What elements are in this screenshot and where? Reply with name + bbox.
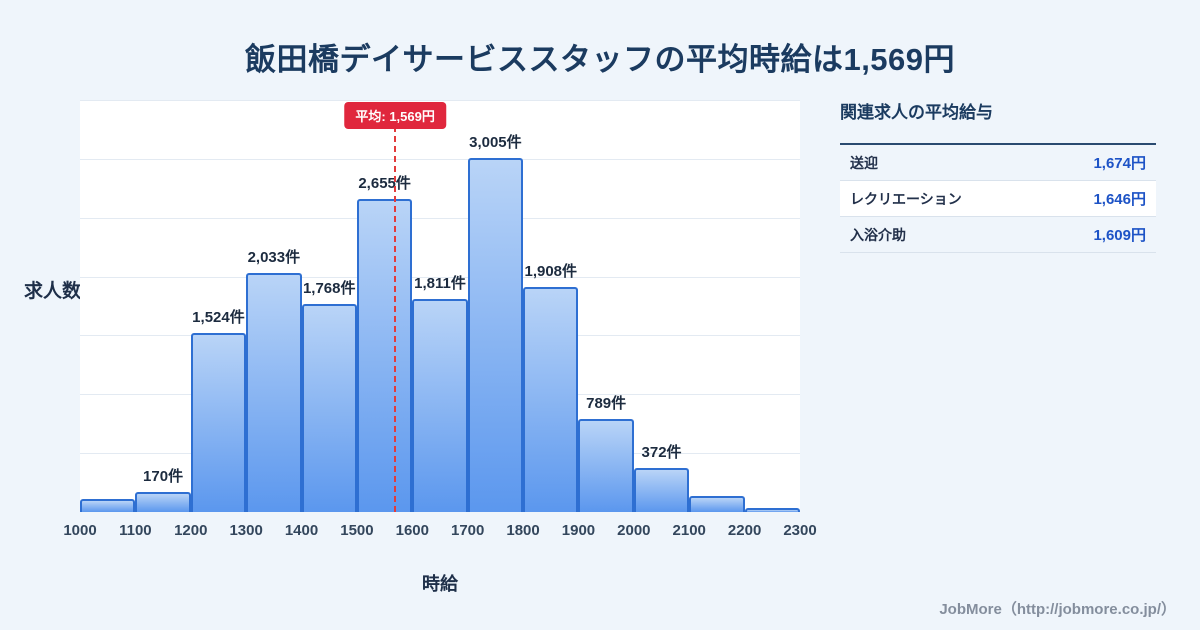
histogram-bar <box>190 332 247 512</box>
x-tick-label: 1300 <box>229 522 263 539</box>
bar-value-label: 170件 <box>143 468 184 485</box>
histogram-bar <box>356 199 413 512</box>
histogram-bar <box>578 419 634 512</box>
side-panel-heading: 関連求人の平均給与 <box>840 103 993 122</box>
x-axis-label: 時給 <box>422 574 458 594</box>
histogram-plot-area: 170件 1,524件 2,033件 1,768件 2,655件 1,811件 3,005件… <box>80 100 800 512</box>
bar-value-label: 2,655件 <box>358 175 411 193</box>
related-job-label: レクリエーション <box>850 190 962 207</box>
x-tick-label: 1600 <box>395 522 429 539</box>
related-job-row: 入浴介助 1,609円 <box>840 217 1156 253</box>
histogram-bar <box>689 495 745 512</box>
page-title: 飯田橋デイサービススタッフの平均時給は1,569円 <box>244 42 956 77</box>
x-tick-label: 2100 <box>672 522 706 539</box>
related-jobs-table: 送迎 1,674円レクリエーション 1,646円入浴介助 1,609円 <box>840 143 1156 253</box>
x-tick-label: 1700 <box>451 522 485 539</box>
bar-value-label: 2,033件 <box>247 248 301 266</box>
bar-value-label: 1,768件 <box>302 279 356 297</box>
histogram-bar <box>467 158 524 512</box>
histogram-bar <box>744 508 800 512</box>
gridline <box>80 217 800 219</box>
gridline <box>80 276 800 278</box>
average-badge: 平均: 1,569円 <box>344 102 446 129</box>
histogram-bar <box>301 303 357 512</box>
related-job-row: レクリエーション 1,646円 <box>840 181 1156 217</box>
related-job-row: 送迎 1,674円 <box>840 145 1156 181</box>
x-tick-label: 1100 <box>119 522 152 539</box>
bar-value-label: 1,524件 <box>192 308 245 326</box>
x-tick-label: 1400 <box>284 522 319 539</box>
histogram-bar <box>412 298 468 512</box>
credit-text: JobMore（http://jobmore.co.jp/） <box>939 601 1176 618</box>
gridline <box>80 158 800 160</box>
bar-value-label: 1,811件 <box>414 274 466 292</box>
related-job-value: 1,674円 <box>1093 155 1146 172</box>
average-line <box>394 126 397 512</box>
x-tick-label: 2300 <box>783 522 817 539</box>
histogram-bar <box>135 492 191 512</box>
bar-value-label: 1,908件 <box>524 263 578 281</box>
related-job-value: 1,609円 <box>1093 227 1146 244</box>
histogram-bar <box>633 468 690 512</box>
related-jobs-panel: 関連求人の平均給与 送迎 1,674円レクリエーション 1,646円入浴介助 1,60… <box>840 98 1156 253</box>
x-tick-label: 2000 <box>617 522 651 539</box>
x-tick-label: 1500 <box>340 522 374 539</box>
related-job-label: 送迎 <box>850 154 878 171</box>
bar-value-label: 372件 <box>641 444 682 462</box>
histogram-bar <box>246 272 302 512</box>
x-tick-label: 1000 <box>63 522 97 539</box>
gridline <box>80 100 800 101</box>
related-job-value: 1,646円 <box>1093 191 1146 208</box>
x-tick-label: 1900 <box>561 522 596 539</box>
related-job-label: 入浴介助 <box>850 226 906 243</box>
x-axis-ticks: 1000 1100 1200 1300 1400 1500 1600 1700 1800 1900… <box>63 522 816 542</box>
bar-value-label: 789件 <box>586 395 627 413</box>
histogram-bar <box>523 287 579 512</box>
x-tick-label: 1200 <box>174 522 208 539</box>
bar-value-label: 3,005件 <box>469 134 522 152</box>
x-tick-label: 1800 <box>506 522 540 539</box>
histogram-bar <box>80 499 136 512</box>
x-tick-label: 2200 <box>727 522 762 539</box>
y-axis-label: 求人数 <box>24 281 82 302</box>
